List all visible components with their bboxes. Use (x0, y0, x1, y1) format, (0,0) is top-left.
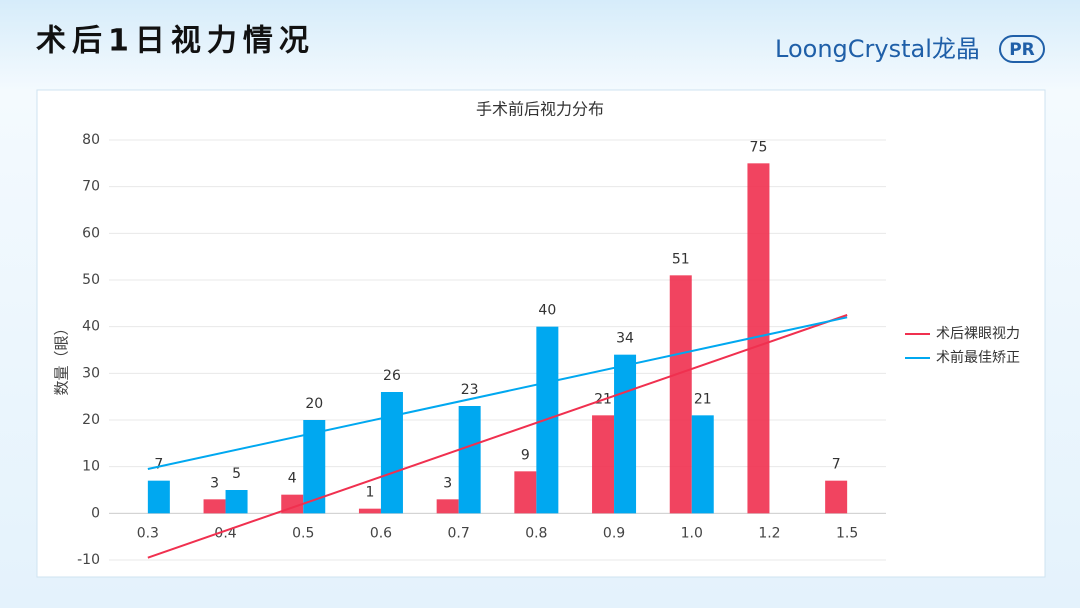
value-label: 3 (210, 475, 219, 491)
value-label: 1 (365, 485, 374, 501)
value-label: 51 (672, 251, 690, 267)
value-label: 26 (383, 368, 401, 384)
value-label: 20 (305, 396, 323, 412)
x-tick-label: 1.2 (758, 525, 780, 541)
bar (614, 354, 637, 514)
x-tick-label: 0.6 (370, 525, 392, 541)
trend-line (147, 314, 848, 559)
y-tick-label: 20 (82, 412, 100, 428)
bar (514, 471, 537, 514)
x-tick-label: 0.9 (603, 525, 625, 541)
value-label: 34 (616, 331, 634, 347)
x-tick-label: 0.8 (525, 525, 547, 541)
slide-title: 术后1日视力情况 (36, 24, 315, 59)
bar (225, 490, 248, 514)
bar (669, 275, 692, 514)
value-label: 9 (521, 447, 530, 463)
legend-label: 术后裸眼视力 (936, 326, 1020, 342)
value-label: 40 (538, 303, 556, 319)
y-tick-label: 0 (91, 505, 100, 521)
value-label: 21 (694, 391, 712, 407)
y-tick-label: 80 (82, 132, 100, 148)
bar (436, 499, 459, 514)
x-tick-label: 0.3 (137, 525, 159, 541)
y-tick-label: 60 (82, 225, 100, 241)
y-axis-label: 数量（眼） (53, 320, 71, 395)
y-tick-label: 30 (82, 365, 100, 381)
bar (691, 415, 714, 514)
bar (147, 480, 170, 514)
value-label: 7 (832, 457, 841, 473)
logo: LoongCrystal龙晶 (775, 35, 980, 63)
x-tick-label: 0.7 (448, 525, 470, 541)
y-tick-label: 10 (82, 459, 100, 475)
x-tick-label: 0.5 (292, 525, 314, 541)
logo-badge-text: PR (1009, 40, 1035, 60)
bar (825, 480, 848, 514)
logo-badge (999, 35, 1045, 63)
value-label: 75 (750, 139, 768, 155)
value-label: 23 (461, 382, 479, 398)
y-tick-label: 40 (82, 319, 100, 335)
bar (380, 392, 403, 514)
y-tick-label: -10 (77, 552, 100, 568)
value-label: 7 (154, 457, 163, 473)
legend-label: 术前最佳矫正 (936, 349, 1020, 366)
value-label: 5 (232, 466, 241, 482)
bar (358, 508, 381, 514)
bar (203, 499, 226, 514)
bar (303, 420, 326, 514)
y-tick-label: 50 (82, 272, 100, 288)
x-tick-label: 1.0 (681, 525, 703, 541)
trend-line (147, 316, 848, 470)
x-tick-label: 1.5 (836, 525, 858, 541)
bar (592, 415, 615, 514)
value-label: 3 (443, 475, 452, 491)
bar (458, 406, 481, 514)
chart-title: 手术前后视力分布 (476, 100, 604, 119)
value-label: 4 (288, 471, 297, 487)
bar (747, 163, 770, 514)
y-tick-label: 70 (82, 179, 100, 195)
